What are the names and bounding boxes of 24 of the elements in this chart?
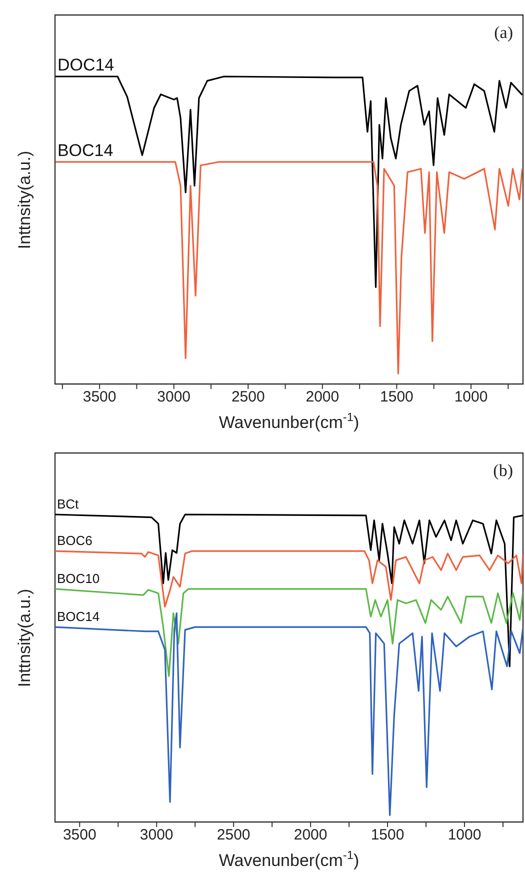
text: (a) — [494, 23, 513, 43]
series-label: BCt — [57, 496, 80, 512]
x-tick-label: 1500 — [380, 388, 414, 406]
x-tick-label: 1000 — [448, 826, 482, 844]
series-label: BOC10 — [57, 570, 100, 586]
series-label: DOC14 — [57, 56, 114, 74]
x-tick-label: 2000 — [294, 826, 328, 844]
y-axis-title: Inttnsity(a.u.) — [15, 150, 35, 249]
x-tick-label: 3000 — [157, 388, 191, 406]
x-tick-label: 2500 — [216, 826, 250, 844]
x-tick-label: 1500 — [370, 826, 404, 844]
x-axis-title: Wavenunber(cm$^{-1}$) — [218, 410, 360, 432]
x-tick-label: 3000 — [140, 826, 174, 844]
x-tick-label: 3500 — [62, 826, 96, 844]
x-tick-label: 2000 — [306, 388, 340, 406]
x-tick-label: 3500 — [82, 388, 116, 406]
x-tick-label: 1000 — [454, 388, 488, 406]
series-label: BOC6 — [57, 533, 92, 548]
y-axis-title: Inttnsity(a.u.) — [15, 588, 35, 687]
text: (b) — [493, 461, 513, 481]
x-tick-label: 2500 — [231, 388, 265, 406]
x-axis-title: Wavenunber(cm$^{-1}$) — [218, 848, 360, 870]
series-label: BOC14 — [57, 140, 114, 160]
series-label: BOC14 — [57, 609, 100, 624]
